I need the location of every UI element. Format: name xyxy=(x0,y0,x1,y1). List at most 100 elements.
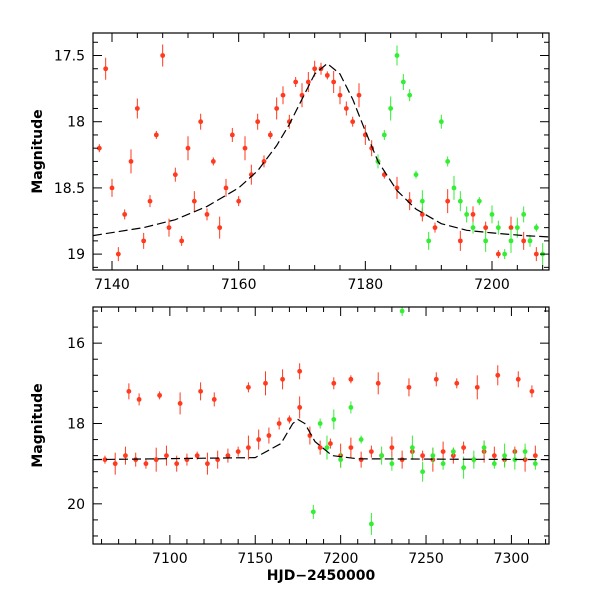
red-photometry-point xyxy=(276,421,282,426)
red-photometry-point xyxy=(457,238,463,244)
green-photometry-point xyxy=(407,92,413,98)
red-photometry-point xyxy=(327,441,333,446)
red-photometry-point xyxy=(297,405,303,410)
plot-area xyxy=(93,307,549,535)
red-photometry-point xyxy=(96,145,102,151)
red-photometry-point xyxy=(255,119,261,125)
red-photometry-point xyxy=(394,185,400,191)
green-photometry-point xyxy=(348,405,354,410)
y-tick-label: 16 xyxy=(67,336,85,352)
red-photometry-point xyxy=(470,211,476,217)
green-photometry-point xyxy=(440,461,446,467)
green-photometry-point xyxy=(389,461,395,467)
red-photometry-point xyxy=(157,392,163,398)
green-photometry-point xyxy=(533,225,539,231)
red-photometry-point xyxy=(274,106,280,111)
red-photometry-point xyxy=(419,211,425,217)
red-photometry-point xyxy=(211,396,217,402)
red-photometry-point xyxy=(483,225,489,231)
green-photometry-point xyxy=(521,211,527,217)
red-photometry-point xyxy=(533,251,539,257)
y-axis-label: Magnitude xyxy=(30,109,46,193)
x-tick-label: 7100 xyxy=(152,551,188,567)
green-photometry-point xyxy=(514,225,520,231)
red-photometry-point xyxy=(331,380,337,386)
red-photometry-point xyxy=(174,461,180,467)
green-photometry-point xyxy=(457,198,463,204)
y-axis-label: Magnitude xyxy=(30,383,46,467)
red-photometry-point xyxy=(204,211,210,217)
plot-area xyxy=(93,44,549,266)
green-photometry-point xyxy=(438,119,444,125)
green-photometry-point xyxy=(426,238,432,244)
y-tick-label: 20 xyxy=(67,497,85,513)
y-tick-label: 17.5 xyxy=(54,49,85,65)
red-photometry-point xyxy=(287,417,292,422)
red-photometry-point xyxy=(375,380,381,386)
green-photometry-point xyxy=(399,308,405,314)
red-photometry-point xyxy=(358,457,364,463)
red-photometry-point xyxy=(529,388,535,394)
red-photometry-point xyxy=(263,380,268,386)
red-photometry-point xyxy=(454,380,460,386)
green-photometry-point xyxy=(491,461,497,467)
red-photometry-point xyxy=(143,461,149,467)
green-photometry-point xyxy=(445,159,451,164)
red-photometry-point xyxy=(191,198,197,204)
red-photometry-point xyxy=(293,79,299,85)
red-photometry-point xyxy=(324,72,330,78)
red-photometry-point xyxy=(406,384,412,390)
green-photometry-point xyxy=(420,469,426,475)
red-photometry-point xyxy=(399,457,405,463)
red-photometry-point xyxy=(522,457,528,463)
red-photometry-point xyxy=(223,185,229,191)
green-photometry-point xyxy=(532,461,538,467)
top-panel: 7140 7160 7180 7200 17.5 18 18.5 19 Magnitude xyxy=(30,32,550,293)
red-photometry-point xyxy=(134,106,140,111)
red-photometry-point xyxy=(331,79,337,85)
red-photometry-point xyxy=(136,396,142,402)
red-photometry-point xyxy=(185,145,191,151)
red-photometry-point xyxy=(461,445,467,450)
x-tick-label: 7150 xyxy=(237,551,273,567)
red-photometry-point xyxy=(508,225,514,231)
green-photometry-point xyxy=(430,453,436,459)
red-photometry-point xyxy=(305,79,311,85)
red-photometry-point xyxy=(440,449,446,455)
red-photometry-point xyxy=(348,445,354,450)
x-tick-label: 7140 xyxy=(94,277,130,293)
red-photometry-point xyxy=(368,449,374,455)
model-curve xyxy=(93,418,549,461)
green-photometry-point xyxy=(489,211,495,217)
red-photometry-point xyxy=(126,388,132,394)
red-photometry-point xyxy=(128,159,134,164)
red-photometry-point xyxy=(337,92,343,98)
green-photometry-point xyxy=(476,198,482,204)
red-photometry-point xyxy=(445,198,451,204)
green-photometry-point xyxy=(502,453,507,459)
red-photometry-point xyxy=(474,384,480,390)
green-photometry-point xyxy=(324,445,330,450)
red-photometry-point xyxy=(432,225,438,231)
x-axis-label: HJD−2450000 xyxy=(267,568,376,584)
red-photometry-point xyxy=(246,384,251,390)
red-photometry-point xyxy=(532,453,538,459)
red-photometry-point xyxy=(235,449,241,455)
green-photometry-point xyxy=(470,225,476,231)
red-photometry-point xyxy=(307,433,313,438)
x-tick-label: 7160 xyxy=(221,277,257,293)
red-photometry-point xyxy=(194,453,200,459)
green-photometry-point xyxy=(381,132,387,138)
red-photometry-point xyxy=(198,388,203,394)
red-photometry-point xyxy=(317,445,323,450)
red-photometry-point xyxy=(179,238,185,244)
red-photometry-point xyxy=(166,225,172,231)
green-photometry-point xyxy=(379,453,385,459)
red-photometry-point xyxy=(123,453,128,459)
green-photometry-point xyxy=(483,238,489,244)
red-photometry-point xyxy=(177,401,183,406)
x-tick-label: 7300 xyxy=(494,551,530,567)
red-photometry-point xyxy=(210,159,216,164)
green-photometry-point xyxy=(508,238,514,244)
red-photometry-point xyxy=(109,185,115,191)
